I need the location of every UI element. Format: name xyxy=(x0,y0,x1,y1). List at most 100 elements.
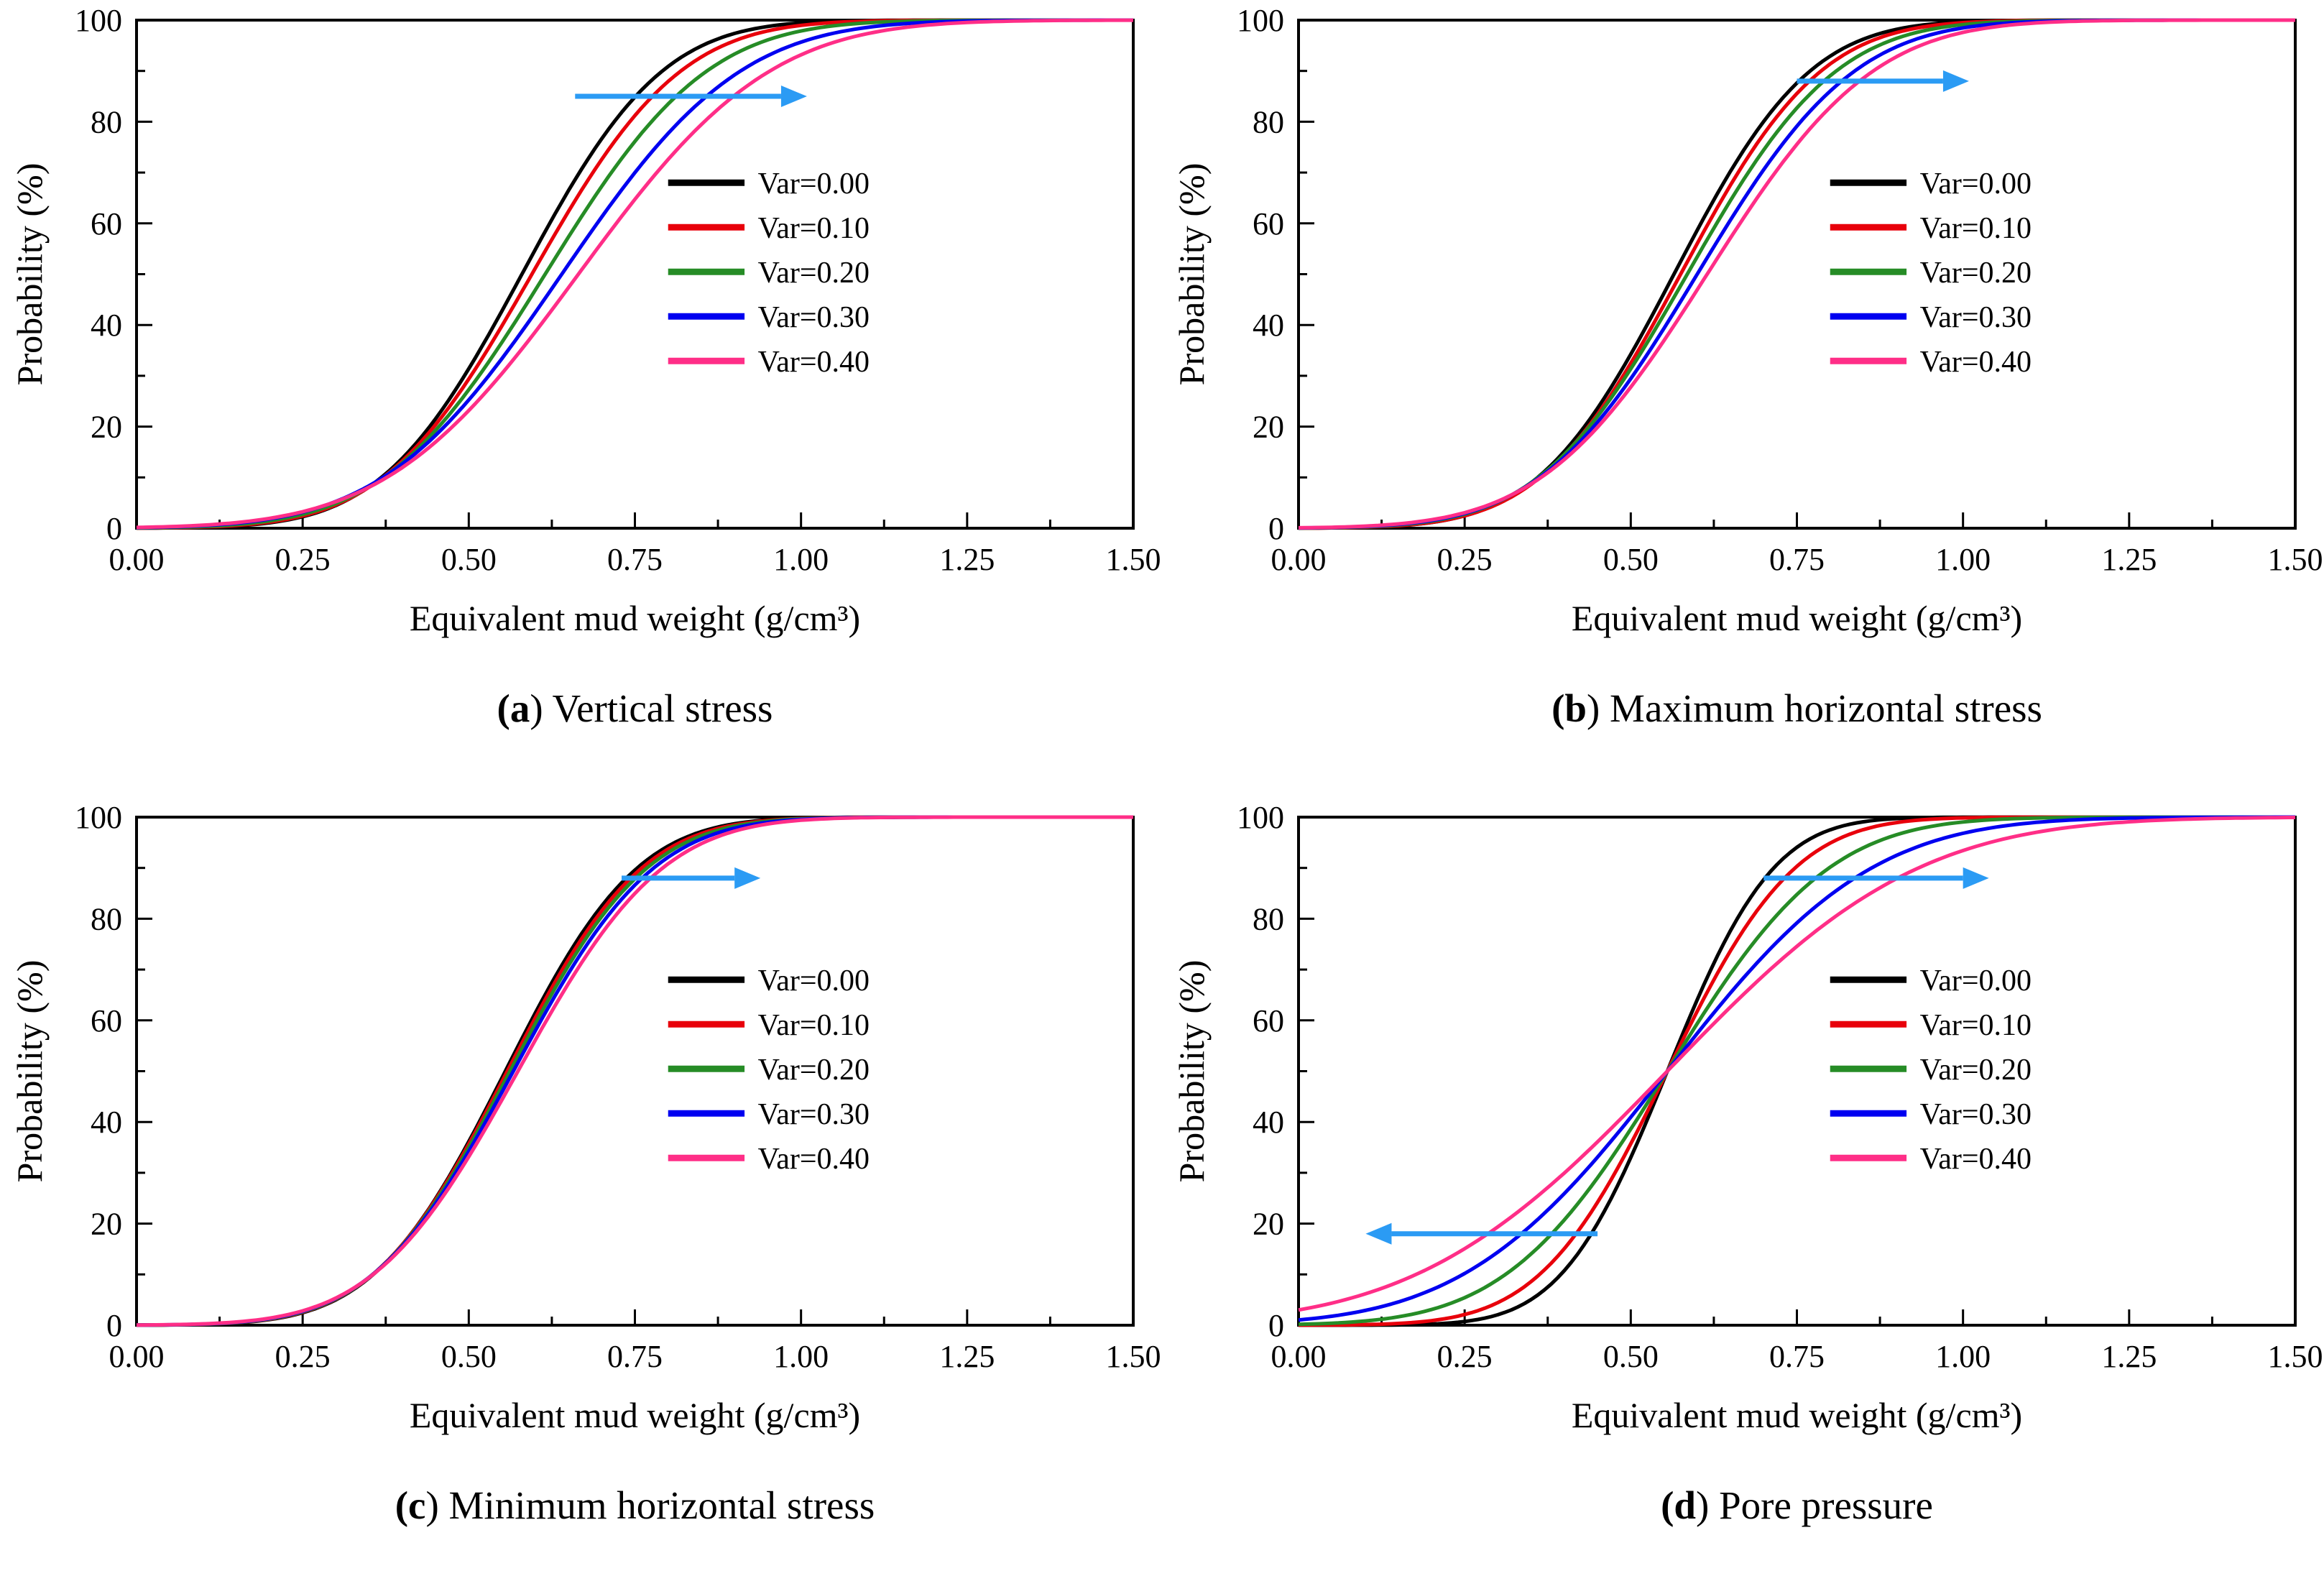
x-tick-label: 1.50 xyxy=(2268,542,2323,577)
panel-a: 0.00 0.25 0.50 0.75 1.00 1.25 1.50 0 20 40 60 80 100… xyxy=(0,0,1162,797)
x-axis-title: Equivalent mud weight (g/cm³) xyxy=(410,598,860,638)
y-tick-label: 100 xyxy=(75,800,122,835)
y-tick-label: 60 xyxy=(1253,1003,1284,1038)
caption-paren: ( xyxy=(1661,1483,1674,1527)
y-tick-label: 20 xyxy=(1253,1207,1284,1242)
y-tick-label: 80 xyxy=(91,104,122,139)
x-tick-label: 1.25 xyxy=(939,1339,995,1374)
shift-arrow-head-left xyxy=(1365,1222,1392,1245)
curve-Var=0.00 xyxy=(1298,18,2295,530)
x-tick-label: 0.75 xyxy=(607,1339,663,1374)
legend-label-Var=0.20: Var=0.20 xyxy=(1920,257,2032,290)
chart-maximum-horizontal-stress: 0.00 0.25 0.50 0.75 1.00 1.25 1.50 0 20 40 60 80 100… xyxy=(1171,3,2323,638)
x-tick-label: 1.50 xyxy=(2268,1339,2323,1374)
x-tick-label: 1.50 xyxy=(1106,542,1161,577)
panel-d: 0.00 0.25 0.50 0.75 1.00 1.25 1.50 0 20 40 60 80 100… xyxy=(1162,797,2324,1594)
y-tick-label: 100 xyxy=(75,3,122,38)
legend-label-Var=0.10: Var=0.10 xyxy=(758,212,870,245)
x-tick-label: 0.00 xyxy=(1271,542,1327,577)
curve-Var=0.40 xyxy=(1298,816,2295,1312)
x-tick-label: 1.25 xyxy=(939,542,995,577)
x-tick-label: 0.50 xyxy=(441,542,497,577)
x-tick-label: 0.00 xyxy=(109,1339,165,1374)
curve-Var=0.40 xyxy=(1298,18,2295,530)
curve-Var=0.20 xyxy=(1298,18,2295,530)
legend-label-Var=0.20: Var=0.20 xyxy=(758,1054,870,1087)
x-tick-label: 0.00 xyxy=(109,542,165,577)
legend-label-Var=0.40: Var=0.40 xyxy=(1920,346,2032,379)
curve-Var=0.30 xyxy=(1298,18,2295,530)
caption-letter: b xyxy=(1564,686,1587,730)
panel-c: 0.00 0.25 0.50 0.75 1.00 1.25 1.50 0 20 40 60 80 100… xyxy=(0,797,1162,1594)
y-tick-label: 40 xyxy=(1253,1105,1284,1140)
x-tick-label: 1.25 xyxy=(2101,542,2157,577)
y-tick-label: 80 xyxy=(91,901,122,936)
y-axis-title: Probability (%) xyxy=(9,960,50,1183)
x-tick-label: 0.75 xyxy=(1769,1339,1825,1374)
x-axis-title: Equivalent mud weight (g/cm³) xyxy=(410,1395,860,1435)
curve-Var=0.40 xyxy=(137,815,1133,1327)
shift-arrow-head-right xyxy=(734,867,761,889)
caption-paren: ( xyxy=(497,686,510,730)
legend-label-Var=0.00: Var=0.00 xyxy=(1920,964,2032,998)
x-axis-title: Equivalent mud weight (g/cm³) xyxy=(1572,598,2022,638)
x-tick-label: 0.25 xyxy=(1437,542,1493,577)
y-tick-label: 0 xyxy=(1268,511,1284,546)
caption-text: ) Maximum horizontal stress xyxy=(1586,686,2042,730)
curve-Var=0.30 xyxy=(1298,815,2295,1322)
x-tick-label: 1.00 xyxy=(773,1339,829,1374)
caption-paren: ( xyxy=(1551,686,1565,730)
y-tick-label: 80 xyxy=(1253,901,1284,936)
y-tick-label: 20 xyxy=(91,1207,122,1242)
x-tick-label: 0.50 xyxy=(1603,1339,1659,1374)
legend-label-Var=0.30: Var=0.30 xyxy=(758,301,870,334)
x-tick-label: 0.25 xyxy=(275,1339,331,1374)
x-tick-label: 0.50 xyxy=(441,1339,497,1374)
y-axis-title: Probability (%) xyxy=(9,163,50,386)
y-tick-label: 60 xyxy=(1253,206,1284,241)
legend-label-Var=0.00: Var=0.00 xyxy=(758,964,870,998)
legend-label-Var=0.20: Var=0.20 xyxy=(758,257,870,290)
legend-label-Var=0.10: Var=0.10 xyxy=(1920,212,2032,245)
shift-arrow-head-right xyxy=(1942,70,1969,92)
legend-label-Var=0.00: Var=0.00 xyxy=(1920,167,2032,201)
y-tick-label: 20 xyxy=(91,410,122,445)
caption-a: (a) Vertical stress xyxy=(137,686,1133,731)
chart-pore-pressure: 0.00 0.25 0.50 0.75 1.00 1.25 1.50 0 20 40 60 80 100… xyxy=(1171,800,2323,1435)
curve-Var=0.10 xyxy=(1299,18,2295,530)
y-tick-label: 60 xyxy=(91,1003,122,1038)
x-tick-label: 1.50 xyxy=(1106,1339,1161,1374)
legend-label-Var=0.30: Var=0.30 xyxy=(758,1098,870,1131)
caption-letter: a xyxy=(509,686,530,730)
legend-label-Var=0.30: Var=0.30 xyxy=(1920,301,2032,334)
legend-label-Var=0.20: Var=0.20 xyxy=(1920,1054,2032,1087)
x-tick-label: 0.75 xyxy=(1769,542,1825,577)
y-tick-label: 60 xyxy=(91,206,122,241)
y-tick-label: 0 xyxy=(1268,1308,1284,1343)
y-tick-label: 20 xyxy=(1253,410,1284,445)
y-tick-label: 40 xyxy=(91,308,122,343)
legend-label-Var=0.00: Var=0.00 xyxy=(758,167,870,201)
x-tick-label: 0.75 xyxy=(607,542,663,577)
x-tick-label: 1.00 xyxy=(1935,1339,1991,1374)
caption-b: (b) Maximum horizontal stress xyxy=(1299,686,2295,731)
caption-paren: ( xyxy=(395,1483,409,1527)
x-tick-label: 1.25 xyxy=(2101,1339,2157,1374)
caption-c: (c) Minimum horizontal stress xyxy=(137,1483,1133,1528)
y-tick-label: 100 xyxy=(1237,3,1284,38)
chart-minimum-horizontal-stress: 0.00 0.25 0.50 0.75 1.00 1.25 1.50 0 20 40 60 80 100… xyxy=(9,800,1161,1435)
caption-letter: d xyxy=(1674,1483,1696,1527)
caption-letter: c xyxy=(408,1483,426,1527)
legend-label-Var=0.30: Var=0.30 xyxy=(1920,1098,2032,1131)
y-tick-label: 80 xyxy=(1253,104,1284,139)
panel-b: 0.00 0.25 0.50 0.75 1.00 1.25 1.50 0 20 40 60 80 100… xyxy=(1162,0,2324,797)
legend-label-Var=0.40: Var=0.40 xyxy=(758,346,870,379)
legend-label-Var=0.40: Var=0.40 xyxy=(758,1143,870,1176)
legend-label-Var=0.40: Var=0.40 xyxy=(1920,1143,2032,1176)
shift-arrow-head-right xyxy=(780,86,807,108)
y-axis-title: Probability (%) xyxy=(1171,960,1212,1183)
y-axis-title: Probability (%) xyxy=(1171,163,1212,386)
x-tick-label: 0.50 xyxy=(1603,542,1659,577)
plot-box xyxy=(1297,19,2297,530)
